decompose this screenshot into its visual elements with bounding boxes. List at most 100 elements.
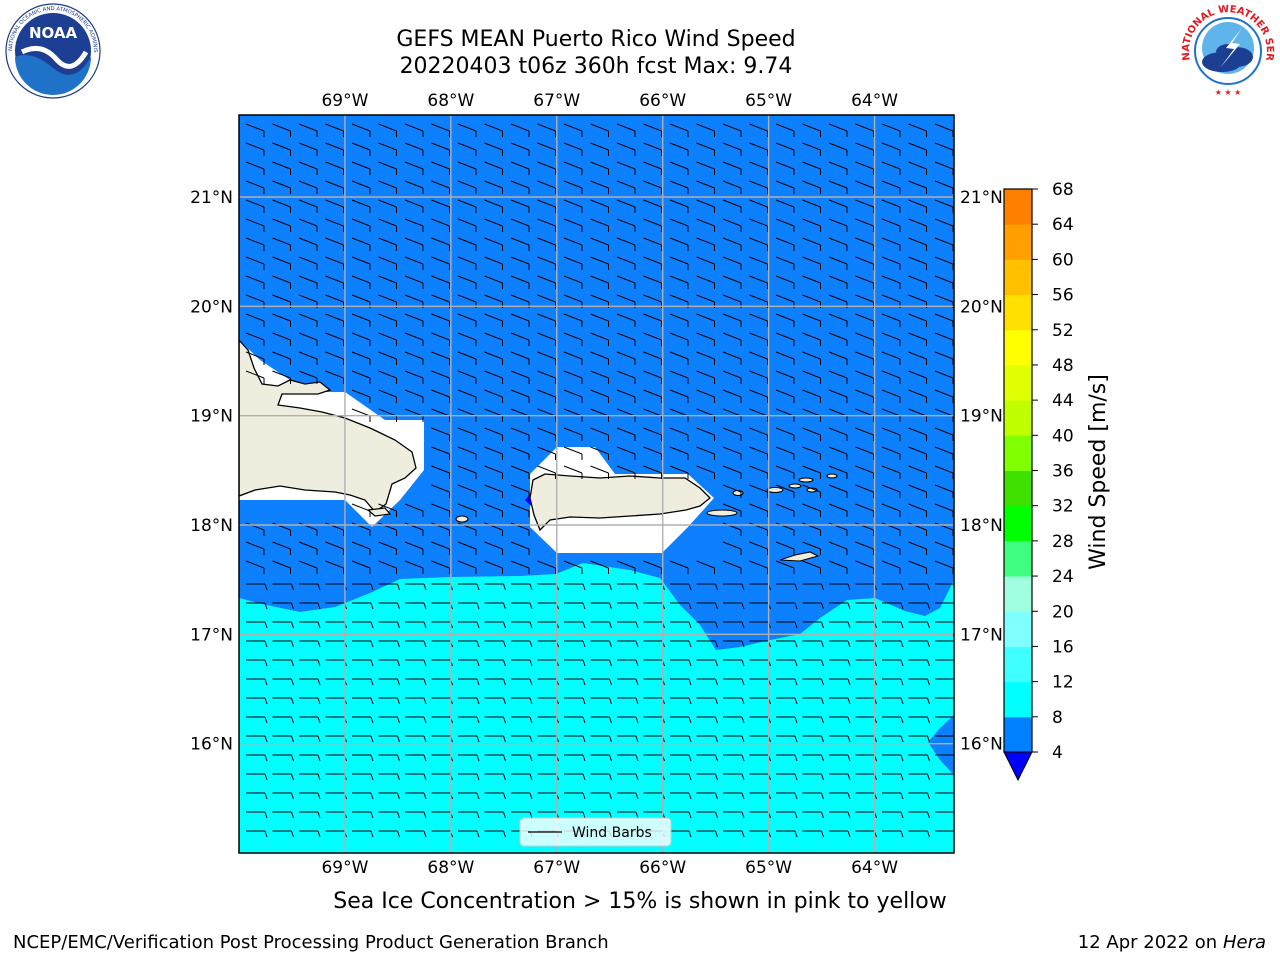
wind-barb bbox=[351, 256, 371, 270]
wind-barb bbox=[669, 408, 689, 422]
wind-barb bbox=[935, 621, 954, 624]
lat-tick-label: 17°N bbox=[960, 625, 1003, 645]
wind-barb bbox=[405, 621, 427, 629]
wind-barb bbox=[272, 621, 294, 629]
colorbar-band bbox=[1004, 400, 1032, 436]
wind-barb bbox=[405, 830, 427, 838]
wind-barb bbox=[881, 408, 901, 422]
wind-barb bbox=[881, 313, 901, 327]
wind-barb bbox=[537, 408, 556, 422]
wind-barb bbox=[431, 218, 450, 232]
wind-barb bbox=[828, 370, 848, 384]
wind-barb bbox=[749, 408, 768, 422]
wind-barb bbox=[934, 408, 954, 422]
wind-barb bbox=[749, 123, 768, 137]
wind-barb bbox=[352, 773, 374, 781]
wind-barb bbox=[246, 621, 268, 629]
wind-barb bbox=[616, 560, 636, 574]
wind-barb bbox=[934, 427, 954, 441]
wind-barb bbox=[431, 275, 450, 289]
wind-barb bbox=[245, 180, 265, 194]
wind-barb bbox=[696, 332, 715, 346]
wind-barb bbox=[510, 313, 530, 327]
wind-barb bbox=[908, 389, 927, 403]
wind-barb bbox=[431, 522, 450, 536]
wind-barb bbox=[616, 465, 636, 479]
wind-barb bbox=[722, 427, 742, 441]
wind-barb bbox=[643, 389, 662, 403]
wind-barb bbox=[378, 792, 400, 800]
wind-barb bbox=[458, 621, 480, 629]
wind-barb bbox=[511, 640, 533, 648]
wind-barb bbox=[643, 123, 662, 137]
wind-barb bbox=[855, 161, 874, 175]
wind-barb bbox=[457, 427, 477, 441]
wind-barb bbox=[272, 522, 291, 536]
colorbar-band bbox=[1004, 259, 1032, 296]
wind-barb bbox=[457, 522, 477, 536]
wind-barb bbox=[828, 237, 848, 251]
wind-barb bbox=[590, 754, 612, 762]
wind-barb bbox=[828, 465, 848, 479]
wind-barb bbox=[802, 123, 821, 137]
wind-barb bbox=[776, 716, 798, 724]
wind-barb bbox=[828, 427, 848, 441]
wind-barb bbox=[722, 313, 742, 327]
wind-barb bbox=[802, 161, 821, 175]
noaa-logo: NOAA NATIONAL OCEANIC AND ATMOSPHERIC AD… bbox=[2, 2, 101, 99]
wind-barb bbox=[643, 427, 662, 441]
wind-barb bbox=[643, 237, 662, 251]
wind-barb bbox=[563, 218, 583, 232]
lat-tick-labels-left: 21°N 20°N 19°N 18°N 17°N 16°N bbox=[190, 188, 233, 755]
colorbar-tick-label: 8 bbox=[1052, 708, 1063, 728]
wind-barb bbox=[723, 811, 745, 819]
wind-barb bbox=[617, 621, 639, 629]
wind-barb bbox=[272, 313, 291, 327]
lon-tick-label: 65°W bbox=[745, 91, 792, 111]
wind-barb bbox=[563, 180, 583, 194]
wind-barb bbox=[934, 218, 954, 232]
wind-barb bbox=[298, 370, 318, 384]
wind-barb bbox=[299, 640, 321, 648]
wind-barb bbox=[299, 716, 321, 724]
wind-barb bbox=[484, 199, 503, 213]
wind-barb bbox=[510, 123, 530, 137]
wind-barb bbox=[855, 541, 874, 555]
wind-barb bbox=[564, 735, 586, 743]
wind-barb bbox=[881, 275, 901, 289]
colorbar-band bbox=[1004, 611, 1032, 647]
wind-barb bbox=[431, 199, 450, 213]
wind-barb bbox=[802, 465, 821, 479]
wind-barb bbox=[378, 621, 400, 629]
wind-barb bbox=[484, 602, 506, 610]
wind-barb bbox=[563, 446, 583, 460]
wind-barb bbox=[510, 408, 530, 422]
wind-barb bbox=[590, 697, 612, 705]
wind-barb bbox=[299, 773, 321, 781]
wind-barb bbox=[431, 332, 450, 346]
wind-barb bbox=[325, 560, 344, 574]
wind-barb bbox=[511, 583, 533, 591]
wind-barb bbox=[775, 142, 795, 156]
wind-barb bbox=[378, 773, 400, 781]
wind-barb bbox=[378, 408, 397, 422]
wind-barb bbox=[828, 503, 848, 517]
wind-barb bbox=[696, 735, 718, 743]
wind-barb bbox=[828, 560, 848, 574]
wind-barb bbox=[881, 446, 901, 460]
wind-barb bbox=[643, 161, 662, 175]
wind-barb bbox=[776, 678, 798, 686]
lon-tick-label: 66°W bbox=[639, 858, 686, 878]
wind-barb bbox=[881, 389, 901, 403]
wind-barb bbox=[298, 237, 318, 251]
wind-barb bbox=[484, 735, 506, 743]
wind-barb bbox=[245, 256, 265, 270]
wind-barb bbox=[829, 830, 851, 838]
wind-barb bbox=[829, 640, 851, 648]
wind-barb bbox=[404, 541, 424, 555]
wind-barb bbox=[431, 503, 450, 517]
wind-barb bbox=[590, 560, 609, 574]
wind-barb bbox=[325, 370, 344, 384]
wind-barb bbox=[537, 427, 556, 441]
wind-barb bbox=[775, 313, 795, 327]
